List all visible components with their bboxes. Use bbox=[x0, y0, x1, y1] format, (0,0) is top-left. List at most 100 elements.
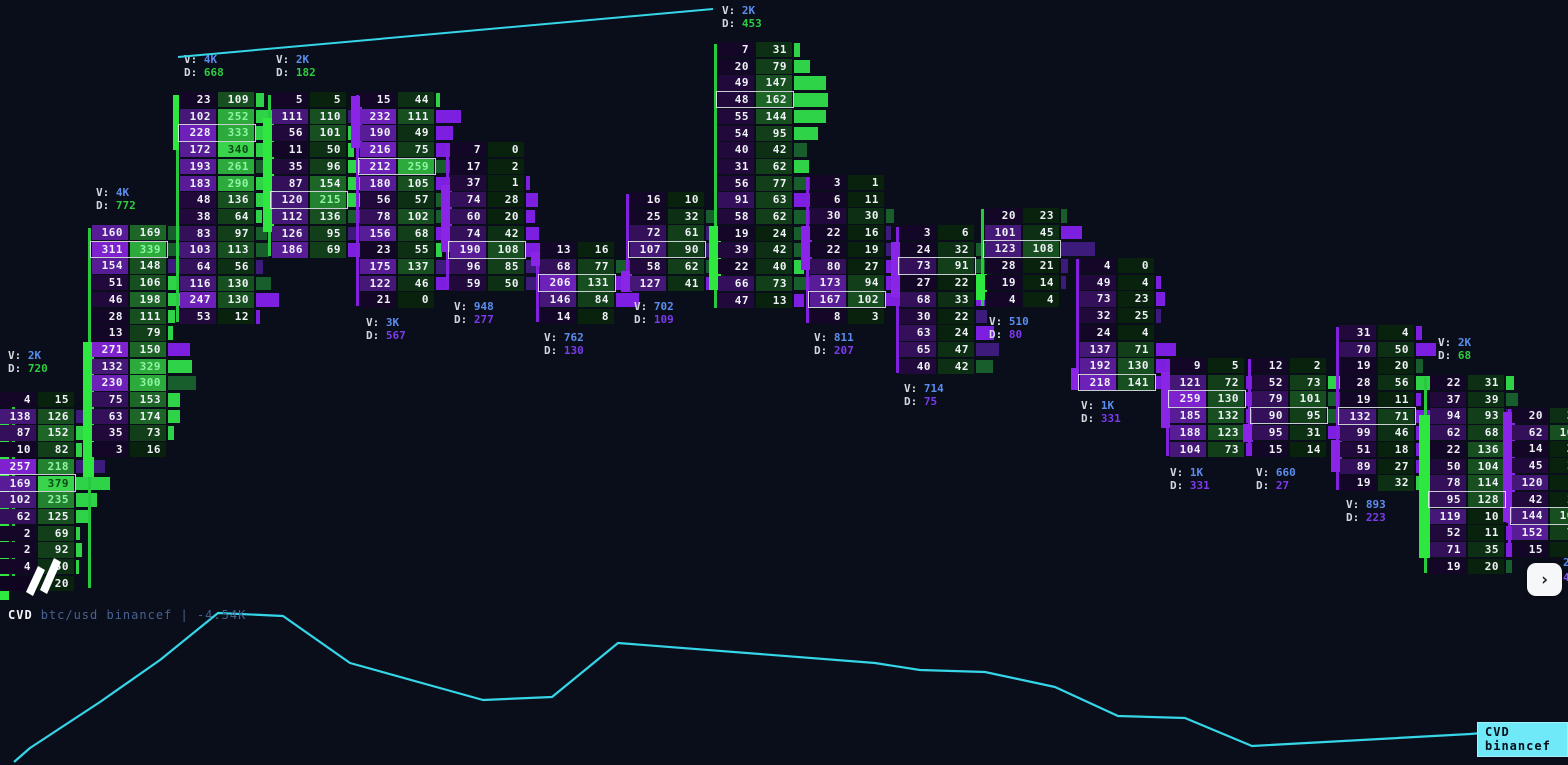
column-volume-delta-label: V: 4K D: 772 bbox=[96, 186, 136, 212]
volume-profile-bar bbox=[256, 310, 260, 324]
footprint-bid-cell: 37 bbox=[1430, 391, 1466, 408]
footprint-ask-cell: 130 bbox=[1208, 391, 1244, 407]
footprint-ask-cell: 96 bbox=[310, 158, 346, 175]
footprint-bid-cell: 154 bbox=[92, 258, 128, 274]
footprint-bid-cell: 188 bbox=[1170, 424, 1206, 441]
footprint-ask-cell: 131 bbox=[578, 275, 614, 291]
volume-profile-bar bbox=[1416, 376, 1430, 390]
footprint-bid-cell: 38 bbox=[180, 208, 216, 225]
next-button[interactable]: › bbox=[1527, 563, 1562, 596]
candle-wick-bull bbox=[714, 44, 717, 308]
delta-label: D: bbox=[544, 344, 564, 357]
candle-body-bear bbox=[1243, 424, 1253, 442]
column-volume-delta-label: V: 2K D: 720 bbox=[8, 349, 48, 375]
footprint-ask-cell: 11 bbox=[1468, 525, 1504, 541]
footprint-ask-cell: 90 bbox=[668, 242, 704, 258]
footprint-ask-cell: 72 bbox=[1208, 374, 1244, 391]
footprint-ask-cell: 130 bbox=[218, 292, 254, 308]
footprint-ask-cell: 114 bbox=[1468, 475, 1504, 491]
volume-label: V: bbox=[1081, 399, 1101, 412]
footprint-ask-cell: 19 bbox=[848, 241, 884, 258]
footprint-ask-cell: 136 bbox=[1468, 441, 1504, 458]
footprint-bid-cell: 55 bbox=[718, 108, 754, 125]
footprint-ask-cell: 32 bbox=[1378, 475, 1414, 491]
footprint-ask-cell: 235 bbox=[38, 492, 74, 508]
volume-profile-bar bbox=[1156, 342, 1176, 356]
volume-profile-bar bbox=[1156, 292, 1165, 306]
column-volume-delta-label: V: 893 D: 223 bbox=[1346, 498, 1386, 524]
footprint-bid-cell: 127 bbox=[630, 275, 666, 291]
volume-label: V: bbox=[544, 331, 564, 344]
candle-wick-bull bbox=[176, 95, 179, 322]
footprint-bid-cell: 25 bbox=[630, 208, 666, 225]
footprint-bid-cell: 4 bbox=[985, 291, 1021, 307]
footprint-ask-cell: 69 bbox=[38, 525, 74, 541]
volume-profile-bar bbox=[76, 526, 80, 541]
volume-profile-bar bbox=[794, 59, 810, 74]
footprint-bid-cell: 75 bbox=[92, 392, 128, 408]
footprint-bid-cell: 311 bbox=[92, 241, 128, 258]
volume-label: V: bbox=[276, 53, 296, 66]
footprint-bid-cell: 39 bbox=[718, 242, 754, 258]
volume-profile-bar bbox=[76, 560, 79, 574]
footprint-ask-cell: 16 bbox=[848, 225, 884, 241]
volume-profile-bar bbox=[256, 226, 267, 241]
footprint-bid-cell: 58 bbox=[718, 209, 754, 225]
footprint-bid-cell: 123 bbox=[985, 241, 1021, 257]
volume-profile-bar bbox=[168, 342, 190, 357]
delta-label: D: bbox=[276, 66, 296, 79]
volume-profile-bar bbox=[168, 276, 176, 290]
footprint-ask-cell: 95 bbox=[756, 125, 792, 141]
candle-wick-bear bbox=[356, 95, 359, 306]
footprint-bid-cell: 19 bbox=[1430, 558, 1466, 575]
volume-value: 948 bbox=[473, 300, 494, 313]
volume-profile-bar bbox=[794, 126, 818, 140]
poc-highlight bbox=[1250, 406, 1328, 425]
footprint-ask-cell: 50 bbox=[488, 275, 524, 291]
footprint-ask-cell: 18 bbox=[1378, 441, 1414, 458]
footprint-ask-cell: 71 bbox=[1118, 341, 1154, 357]
footprint-bid-cell: 37 bbox=[450, 175, 486, 191]
volume-profile-bar bbox=[1416, 392, 1421, 407]
candle-wick-bear bbox=[536, 244, 539, 322]
delta-label: D: bbox=[1081, 412, 1101, 425]
volume-value: 4K bbox=[203, 53, 218, 66]
footprint-bid-cell: 11 bbox=[272, 142, 308, 158]
footprint-ask-cell: 64 bbox=[218, 208, 254, 225]
footprint-bid-cell: 4 bbox=[0, 392, 36, 408]
footprint-ask-cell: 132 bbox=[1208, 408, 1244, 424]
candle-wick-bear bbox=[896, 227, 899, 373]
footprint-ask-cell: 3 bbox=[1550, 474, 1568, 491]
volume-profile-bar bbox=[436, 193, 444, 207]
volume-value: 660 bbox=[1275, 466, 1296, 479]
footprint-bid-cell: 9 bbox=[1170, 358, 1206, 374]
candle-body-bear bbox=[531, 252, 540, 266]
footprint-bid-cell: 60 bbox=[450, 208, 486, 225]
poc-highlight bbox=[808, 290, 886, 309]
volume-profile-bar bbox=[256, 93, 264, 107]
footprint-bid-cell: 14 bbox=[1512, 441, 1548, 457]
footprint-bid-cell: 62 bbox=[0, 508, 36, 525]
delta-value: 109 bbox=[653, 313, 674, 326]
volume-profile-bar bbox=[76, 493, 97, 507]
footprint-bid-cell: 190 bbox=[360, 125, 396, 141]
volume-profile-bar bbox=[1416, 326, 1422, 340]
volume-profile-bar bbox=[794, 226, 801, 241]
volume-profile-bar bbox=[886, 209, 894, 223]
footprint-bid-cell: 74 bbox=[450, 192, 486, 208]
footprint-bid-cell: 49 bbox=[1080, 274, 1116, 291]
footprint-bid-cell: 19 bbox=[985, 274, 1021, 291]
footprint-ask-cell: 49 bbox=[398, 125, 434, 141]
footprint-ask-cell: 113 bbox=[218, 242, 254, 258]
footprint-ask-cell: 28 bbox=[488, 192, 524, 208]
footprint-bid-cell: 96 bbox=[450, 258, 486, 275]
poc-highlight bbox=[0, 474, 76, 492]
delta-value: 331 bbox=[1100, 412, 1121, 425]
volume-profile-bar bbox=[794, 76, 826, 90]
candle-wick-bear bbox=[1248, 359, 1251, 456]
volume-profile-bar bbox=[1061, 209, 1067, 223]
footprint-bid-cell: 83 bbox=[180, 225, 216, 241]
footprint-bid-cell: 73 bbox=[1080, 291, 1116, 307]
volume-value: 4K bbox=[115, 186, 130, 199]
